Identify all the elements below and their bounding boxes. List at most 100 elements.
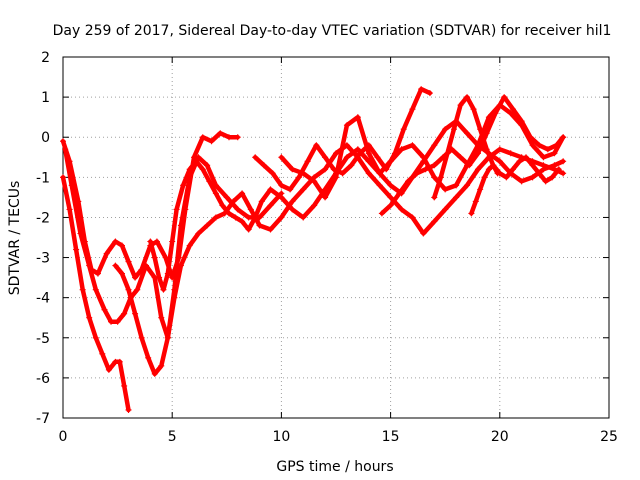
data-point — [258, 198, 265, 205]
data-point — [94, 270, 101, 277]
data-point — [413, 170, 420, 177]
data-point — [79, 286, 86, 293]
data-point — [474, 166, 481, 173]
data-point — [289, 166, 296, 173]
y-tick-label: -6 — [36, 371, 50, 387]
data-point — [501, 94, 508, 101]
data-point — [468, 210, 475, 217]
data-point — [396, 190, 403, 197]
data-point — [177, 222, 184, 229]
grid — [63, 57, 609, 418]
data-point — [348, 162, 355, 169]
data-point — [92, 286, 99, 293]
data-point — [387, 182, 394, 189]
y-tick-label: -1 — [36, 170, 50, 186]
data-point — [339, 170, 346, 177]
x-tick-label: 0 — [59, 429, 68, 445]
data-point — [112, 262, 119, 269]
data-point — [60, 174, 66, 181]
y-axis-label: SDTVAR / TECUs — [7, 181, 23, 296]
data-point — [431, 162, 438, 169]
data-point — [387, 158, 394, 165]
data-point — [509, 166, 516, 173]
data-point — [164, 270, 171, 277]
x-axis-label: GPS time / hours — [276, 459, 393, 475]
data-point — [523, 154, 530, 161]
data-point — [232, 214, 239, 221]
data-point — [409, 142, 416, 149]
data-point — [219, 202, 226, 209]
data-point — [295, 174, 302, 181]
data-point — [442, 126, 449, 133]
data-point — [195, 154, 202, 161]
data-point — [333, 150, 339, 157]
data-point — [245, 214, 252, 221]
data-point — [357, 150, 364, 157]
data-point — [99, 350, 106, 357]
series-track-6 — [252, 86, 433, 193]
data-point — [177, 262, 184, 269]
data-point — [518, 118, 525, 125]
data-point — [457, 102, 464, 109]
data-point — [173, 206, 180, 213]
data-point — [442, 206, 449, 213]
data-point — [322, 154, 329, 161]
data-point — [234, 134, 241, 141]
data-point — [77, 230, 84, 237]
series-line — [379, 94, 566, 216]
data-point — [105, 366, 112, 373]
data-point — [204, 162, 211, 169]
data-point — [156, 274, 163, 281]
data-point — [354, 114, 361, 121]
data-point — [509, 106, 516, 113]
data-point — [529, 174, 536, 181]
data-point — [507, 110, 514, 117]
data-point — [483, 130, 490, 137]
data-point — [86, 262, 93, 269]
data-point — [542, 178, 549, 185]
series-track-5 — [147, 118, 567, 293]
data-point — [466, 162, 473, 169]
data-point — [68, 182, 75, 189]
x-tick-label: 25 — [600, 429, 618, 445]
data-point — [420, 230, 427, 237]
y-tick-label: -5 — [36, 331, 50, 347]
data-point — [138, 334, 145, 341]
data-point — [551, 162, 558, 169]
data-point — [378, 210, 385, 217]
data-point — [278, 154, 285, 161]
data-point — [300, 214, 307, 221]
data-point — [269, 170, 276, 177]
data-point — [267, 186, 274, 193]
data-point — [477, 186, 484, 193]
data-point — [354, 146, 361, 153]
data-point — [158, 362, 165, 369]
data-point — [114, 318, 121, 325]
data-point — [311, 178, 318, 185]
data-point — [464, 94, 471, 101]
data-point — [313, 142, 320, 149]
data-point — [134, 286, 141, 293]
x-tick-label: 5 — [168, 429, 177, 445]
data-point — [267, 226, 274, 233]
data-point — [158, 314, 165, 321]
y-tick-label: -3 — [36, 251, 50, 267]
series-line — [113, 142, 566, 377]
data-point — [278, 182, 285, 189]
x-tick-label: 20 — [491, 429, 509, 445]
data-point — [464, 130, 471, 137]
y-tick-label: -7 — [36, 411, 50, 427]
data-point — [260, 162, 267, 169]
y-tick-label: 0 — [41, 130, 50, 146]
y-tick-label: 1 — [41, 90, 50, 106]
data-point — [503, 174, 510, 181]
data-point — [518, 178, 525, 185]
data-point — [536, 142, 543, 149]
data-point — [453, 194, 460, 201]
data-point — [333, 174, 339, 181]
series-line — [60, 175, 131, 413]
series-track-4 — [112, 142, 567, 377]
data-point — [492, 110, 499, 117]
data-point — [252, 154, 259, 161]
